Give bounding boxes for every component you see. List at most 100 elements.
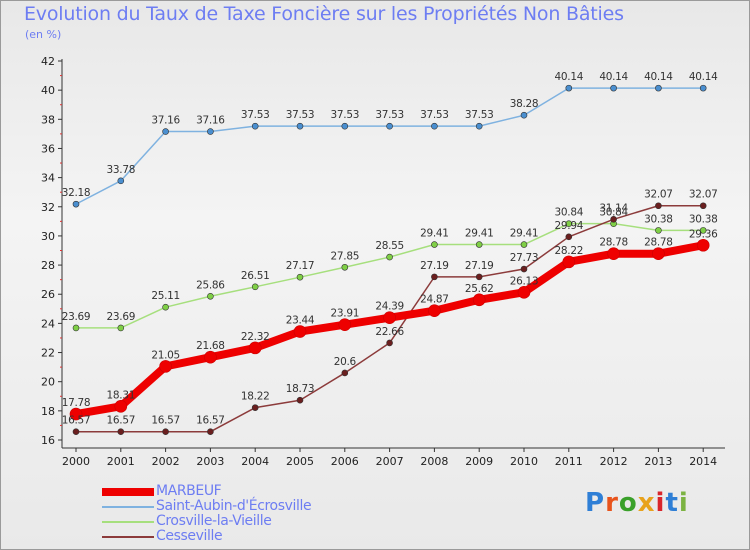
x-tick-label: 2011 [555,455,583,468]
data-point [207,428,214,435]
data-label: 38.28 [510,98,539,110]
data-label: 23.44 [286,315,315,327]
data-point [341,122,349,130]
x-tick-label: 2010 [510,455,538,468]
data-point [520,265,528,273]
legend-item: MARBEUF [96,483,396,499]
data-point [162,303,169,311]
data-point [562,255,576,269]
chart-subtitle: (en %) [25,28,62,41]
data-label: 37.16 [196,115,225,127]
data-point [383,311,396,324]
data-label: 29.41 [510,228,539,240]
data-point [475,273,483,281]
x-tick-label: 2005 [286,455,314,468]
data-label: 28.55 [375,240,404,252]
data-point [565,233,573,241]
legend-label: Saint-Aubin-d'Écrosville [156,498,312,514]
data-label: 24.39 [375,301,404,313]
data-label: 18.31 [107,389,136,401]
data-point [472,293,486,307]
data-label: 33.78 [107,164,136,176]
data-label: 27.19 [420,260,449,272]
data-point [699,227,707,234]
x-tick-label: 2007 [376,455,404,468]
y-tick-label: 24 [41,317,55,330]
data-point [607,247,620,261]
series-line-1 [75,87,704,205]
data-label: 28.78 [644,237,673,249]
data-point [475,241,483,248]
data-point [159,360,172,373]
legend-swatch [102,521,154,523]
data-label: 23.69 [107,311,136,323]
data-point [696,238,710,252]
data-point [117,177,125,185]
data-label: 25.11 [151,290,180,302]
legend-swatch [102,488,154,496]
x-tick-label: 2003 [196,455,224,468]
data-label: 25.62 [465,283,494,295]
data-label: 27.85 [331,250,360,262]
data-point [386,253,393,261]
data-point [296,396,304,404]
logo-letter: P [585,488,606,518]
data-point [296,273,304,281]
data-point [72,428,80,435]
data-point [565,84,573,92]
y-tick-label: 34 [41,172,55,185]
y-tick-label: 42 [41,55,55,68]
data-label: 37.53 [375,109,404,121]
y-tick-label: 18 [41,405,55,418]
data-point [72,324,80,332]
chart-title: Evolution du Taux de Taxe Foncière sur l… [24,3,624,25]
data-label: 23.91 [331,308,360,320]
legend-swatch [102,506,154,508]
data-label: 40.14 [644,71,673,83]
logo-letter: t [665,488,679,518]
data-label: 32.07 [689,189,718,201]
legend-swatch [102,536,154,538]
x-tick-label: 2008 [420,455,448,468]
data-label: 29.36 [689,228,718,240]
y-tick-label: 30 [41,230,55,243]
data-label: 37.16 [151,115,180,127]
data-label: 16.57 [196,415,225,427]
logo-letter: i [678,488,689,518]
data-point [341,263,349,271]
x-tick-label: 2013 [644,455,672,468]
data-point [293,325,307,338]
data-label: 29.41 [465,228,494,240]
data-label: 30.38 [644,213,673,225]
data-point [655,202,662,210]
data-point [72,200,80,208]
data-label: 30.84 [555,207,584,219]
data-point [520,111,528,119]
data-label: 16.57 [62,415,91,427]
data-point [162,428,169,435]
data-point [69,407,83,421]
data-label: 37.53 [286,109,315,121]
data-label: 30.38 [689,213,718,225]
data-label: 20.6 [334,356,357,368]
data-point [610,216,617,223]
data-label: 25.86 [196,279,225,291]
data-point [428,304,441,318]
y-tick-label: 38 [41,113,55,126]
data-label: 27.17 [286,260,315,272]
legend-item: Crosville-la-Vieille [96,513,396,529]
y-tick-label: 22 [41,347,55,360]
data-label: 32.07 [644,189,673,201]
y-tick-label: 26 [41,288,55,301]
y-tick-label: 36 [41,142,55,155]
data-label: 17.78 [62,397,91,409]
data-point [431,241,438,248]
data-point [699,202,707,210]
data-label: 37.53 [420,109,449,121]
data-label: 18.73 [286,383,315,395]
legend-item: Saint-Aubin-d'Écrosville [96,498,396,514]
x-tick-label: 2001 [107,455,135,468]
data-point [251,283,259,291]
